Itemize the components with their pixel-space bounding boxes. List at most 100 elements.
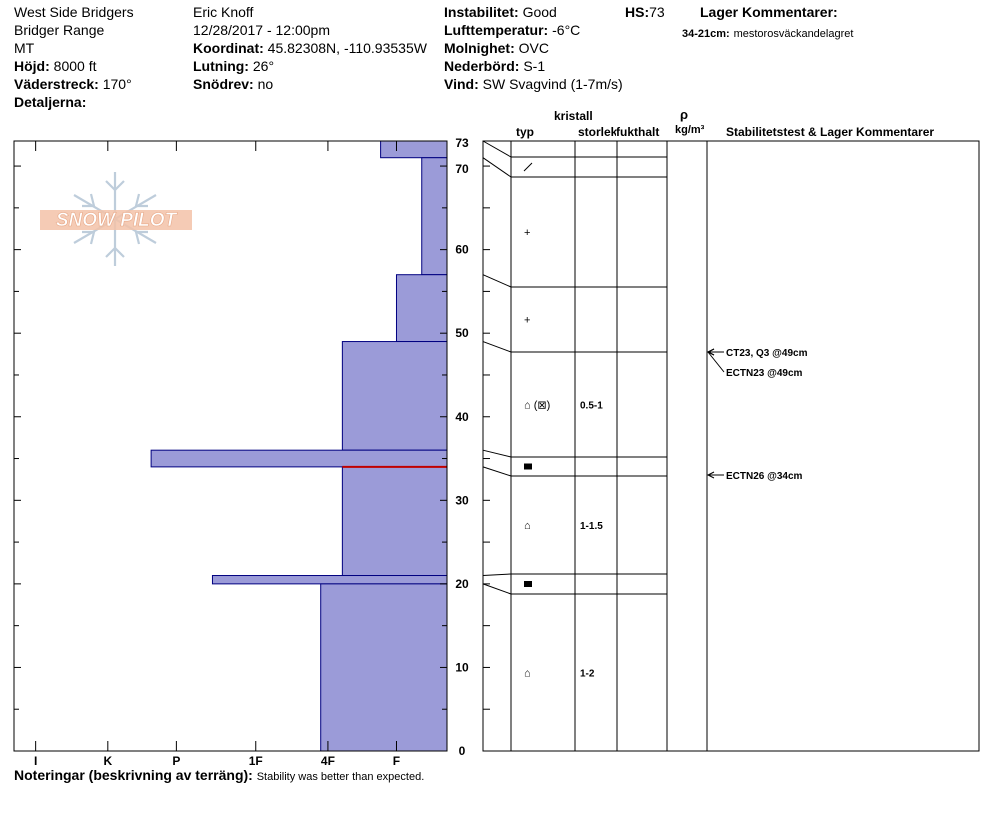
- depth-tick-label: 73: [455, 136, 469, 150]
- coordinate-label: Koordinat:: [193, 40, 264, 56]
- details-label: Detaljerna:: [14, 94, 87, 110]
- type-header: typ: [516, 125, 534, 139]
- depth-tick-label: 60: [455, 243, 469, 257]
- aspect-row: Väderstreck: 170°: [14, 76, 132, 92]
- test-arrow-icon: [706, 348, 715, 356]
- layer-connector: [482, 341, 512, 353]
- elevation-row: Höjd: 8000 ft: [14, 58, 96, 74]
- layer-connector: [482, 274, 512, 288]
- coordinate-row: Koordinat: 45.82308N, -110.93535W: [193, 40, 427, 56]
- size-header: storlek: [578, 126, 616, 139]
- sky-label: Molnighet:: [444, 40, 515, 56]
- layer-connector: [482, 583, 512, 595]
- coordinate-value: 45.82308N, -110.93535W: [267, 40, 427, 56]
- depth-tick-label: 30: [455, 493, 469, 507]
- depth-tick-label: 10: [455, 660, 469, 674]
- hardness-tick-label: K: [103, 754, 112, 768]
- layer-connector: [482, 466, 512, 477]
- layer-comment-depth: 34-21cm:: [682, 28, 730, 40]
- airtemp-value: -6°C: [552, 22, 581, 38]
- density-unit-header: kg/m³: [675, 124, 705, 136]
- stability-header: Stabilitetstest & Lager Kommentarer: [726, 125, 935, 139]
- observer-name: Eric Knoff: [193, 4, 254, 20]
- test-pointer: [707, 351, 725, 373]
- depth-tick-label: 0: [459, 744, 466, 758]
- drift-value: no: [257, 76, 274, 92]
- instability-row: Instabilitet: Good: [444, 4, 557, 20]
- hardness-tick-label: P: [172, 754, 180, 768]
- airtemp-row: Lufttemperatur: -6°C: [444, 22, 580, 38]
- drift-label: Snödrev:: [193, 76, 254, 92]
- layer-connector: [482, 157, 512, 178]
- grain-size-label: 1-1.5: [580, 521, 603, 532]
- hardness-bar: [211, 575, 448, 585]
- precip-label: Nederbörd:: [444, 58, 520, 74]
- hardness-tick-label: 4F: [321, 754, 335, 768]
- layer-table-frame: [482, 140, 980, 752]
- crystal-header: kristall: [554, 109, 593, 123]
- precip-row: Nederbörd: S-1: [444, 58, 545, 74]
- wind-value: SW Svagvind (1-7m/s): [482, 76, 623, 92]
- instability-label: Instabilitet:: [444, 4, 519, 20]
- test-arrow-icon: [706, 471, 715, 479]
- elevation-value: 8000 ft: [53, 58, 97, 74]
- slope-row: Lutning: 26°: [193, 58, 274, 74]
- depth-tick-label: 50: [455, 326, 469, 340]
- hardness-plot-frame: [13, 140, 448, 752]
- range-name: Bridger Range: [14, 22, 105, 38]
- layer-comment-text: mestorosväckandelagret: [733, 28, 854, 40]
- hs-value: 73: [649, 4, 665, 20]
- grain-size-label: 0.5-1: [580, 401, 603, 412]
- aspect-value: 170°: [102, 76, 132, 92]
- location-name: West Side Bridgers: [14, 4, 134, 20]
- hs-row: HS:73: [625, 4, 665, 20]
- airtemp-label: Lufttemperatur:: [444, 22, 549, 38]
- wind-row: Vind: SW Svagvind (1-7m/s): [444, 76, 623, 92]
- hardness-bar: [380, 140, 448, 159]
- layer-connector: [482, 140, 512, 158]
- sky-row: Molnighet: OVC: [444, 40, 549, 56]
- hardness-bar: [421, 157, 448, 276]
- hardness-tick-label: F: [393, 754, 400, 768]
- crystal-type-icon: [524, 463, 532, 470]
- hardness-bar: [150, 449, 448, 468]
- stability-test-label: ECTN23 @49cm: [726, 368, 803, 379]
- precip-value: S-1: [523, 58, 546, 74]
- wind-label: Vind:: [444, 76, 479, 92]
- notes-label: Noteringar (beskrivning av terräng):: [14, 767, 253, 783]
- layer-comments-label: Lager Kommentarer:: [700, 4, 838, 20]
- crystal-type-label: ⌂: [524, 668, 531, 680]
- stability-test-label: ECTN26 @34cm: [726, 471, 803, 482]
- depth-tick-label: 20: [455, 577, 469, 591]
- crystal-type-icon: [524, 581, 532, 587]
- elevation-label: Höjd:: [14, 58, 50, 74]
- state-name: MT: [14, 40, 35, 56]
- crystal-type-label: +: [524, 227, 530, 239]
- hardness-bar: [320, 583, 448, 752]
- aspect-label: Väderstreck:: [14, 76, 99, 92]
- rho-header: ρ: [680, 107, 689, 122]
- hardness-tick-label: I: [34, 754, 37, 768]
- depth-tick-label: 40: [455, 410, 469, 424]
- depth-tick-label: 70: [455, 162, 469, 176]
- slope-value: 26°: [252, 58, 275, 74]
- drift-row: Snödrev: no: [193, 76, 273, 92]
- layer-comment-row: 34-21cm: mestorosväckandelagret: [682, 24, 853, 41]
- slope-label: Lutning:: [193, 58, 249, 74]
- crystal-type-icon: [523, 162, 533, 172]
- hardness-tick-label: 1F: [249, 754, 263, 768]
- hardness-bar: [395, 274, 448, 343]
- observation-datetime: 12/28/2017 - 12:00pm: [193, 22, 330, 38]
- notes-row: Noteringar (beskrivning av terräng): Sta…: [14, 767, 424, 784]
- layer-connector: [482, 449, 512, 458]
- hardness-bar: [341, 466, 448, 577]
- logo-banner: [40, 210, 192, 230]
- sky-value: OVC: [518, 40, 549, 56]
- grain-size-label: 1-2: [580, 669, 595, 680]
- crystal-type-label: +: [524, 315, 530, 327]
- hs-label: HS:: [625, 4, 650, 20]
- stability-test-label: CT23, Q3 @49cm: [726, 348, 808, 359]
- moisture-header: fukthalt: [616, 125, 660, 139]
- instability-value: Good: [522, 4, 557, 20]
